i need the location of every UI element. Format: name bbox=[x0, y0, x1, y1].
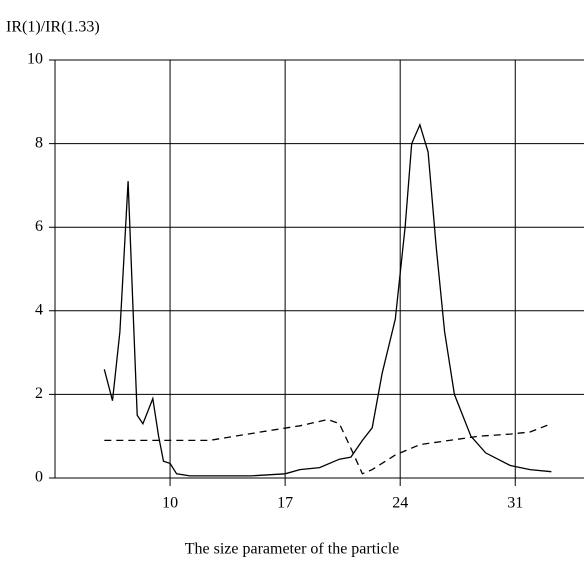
line-series bbox=[103, 122, 552, 477]
x-axis-label: The size parameter of the particle bbox=[185, 541, 400, 558]
x-tick-label: 10 bbox=[162, 495, 178, 512]
y-tick-label: 6 bbox=[35, 218, 43, 235]
y-axis-label: IR(1)/IR(1.33) bbox=[6, 19, 100, 36]
y-tick-label: 0 bbox=[35, 469, 43, 486]
x-tick-label: 24 bbox=[392, 495, 408, 512]
y-tick-label: 2 bbox=[35, 385, 43, 402]
y-tick-label: 4 bbox=[35, 301, 43, 318]
line-series bbox=[104, 418, 552, 475]
y-tick-label: 8 bbox=[35, 134, 43, 151]
x-tick-label: 17 bbox=[277, 495, 293, 512]
y-tick-label: 10 bbox=[27, 51, 43, 68]
x-tick-label: 31 bbox=[507, 495, 523, 512]
